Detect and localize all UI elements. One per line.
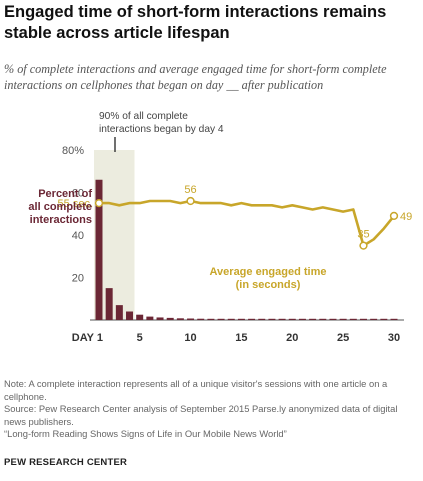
bar-series-label-line-2: all complete (28, 201, 92, 213)
shade-annotation-line-2: interactions began by day 4 (99, 124, 224, 135)
x-tick-label-20: 20 (286, 332, 298, 344)
y-tick-label-80: 80% (62, 145, 84, 157)
bar-day-13 (217, 318, 225, 320)
x-tick-label-15: 15 (235, 332, 247, 344)
x-tick-label-10: 10 (184, 332, 196, 344)
x-tick-label-30: 30 (388, 332, 400, 344)
line-data-label-day-1: 55 sec. (58, 198, 93, 210)
line-series-label-line-1: Average engaged time (210, 266, 327, 278)
engaged-time-line-group: 55 sec. 56 35 49 (58, 184, 412, 250)
bar-day-5 (136, 314, 144, 320)
line-data-label-day-10: 56 (184, 184, 196, 196)
bar-day-24 (329, 318, 337, 320)
y-tick-label-40: 40 (72, 230, 84, 242)
bar-day-1 (95, 179, 103, 320)
bar-day-20 (288, 318, 296, 320)
bar-day-17 (258, 318, 266, 320)
axis-labels-group: DAY 1 5 10 15 20 25 30 80% 60 40 20 (62, 145, 400, 344)
x-tick-label-5: 5 (137, 332, 143, 344)
bar-day-28 (370, 318, 378, 320)
bar-day-7 (156, 317, 164, 320)
bar-day-30 (390, 318, 398, 320)
bar-day-3 (115, 305, 123, 320)
bar-day-19 (278, 318, 286, 320)
brand-logo-text: PEW RESEARCH CENTER (4, 457, 128, 468)
engaged-time-line (99, 199, 396, 247)
shade-annotation-line-1: 90% of all complete (99, 111, 188, 122)
bar-series-label-line-1: Percent of (38, 188, 92, 200)
chart-subtitle: % of complete interactions and average e… (4, 62, 387, 92)
x-tick-label-day1: DAY 1 (72, 332, 103, 344)
line-marker-day-30 (389, 211, 399, 221)
line-series-label-line-2: (in seconds) (236, 279, 301, 291)
bar-day-15 (237, 318, 245, 320)
bar-day-12 (207, 318, 215, 320)
bar-series-label-line-3: interactions (30, 214, 92, 226)
annotations-group: 90% of all complete interactions began by… (28, 111, 326, 291)
bar-day-21 (298, 318, 306, 320)
bars-group (95, 179, 398, 320)
bar-day-8 (166, 317, 174, 320)
bar-day-14 (227, 318, 235, 320)
bar-day-9 (176, 318, 184, 320)
notes-block: Note: A complete interaction represents … (4, 378, 419, 441)
bar-day-6 (146, 316, 154, 320)
report-title-text: “Long-form Reading Shows Signs of Life i… (4, 428, 287, 439)
bar-day-27 (359, 318, 367, 320)
y-tick-label-60: 60 (72, 188, 84, 200)
bar-day-25 (339, 318, 347, 320)
bar-day-29 (380, 318, 388, 320)
bar-day-26 (349, 318, 357, 320)
bar-day-2 (105, 288, 113, 320)
bar-day-22 (309, 318, 317, 320)
note-text: Note: A complete interaction represents … (4, 378, 388, 402)
x-tick-label-25: 25 (337, 332, 349, 344)
bar-day-16 (248, 318, 256, 320)
bar-day-11 (197, 318, 205, 320)
chart-title: Engaged time of short-form interactions … (4, 3, 387, 42)
bar-day-10 (187, 318, 195, 320)
line-marker-day-27 (359, 241, 368, 250)
y-tick-label-20: 20 (72, 273, 84, 285)
line-marker-day-10 (186, 196, 195, 206)
line-data-label-day-27: 35 (357, 229, 369, 241)
bar-day-18 (268, 318, 276, 320)
source-text: Source: Pew Research Center analysis of … (4, 403, 398, 427)
line-data-label-day-30: 49 (400, 211, 412, 223)
line-marker-day-1 (94, 198, 104, 208)
bar-day-23 (319, 318, 327, 320)
bar-day-4 (126, 311, 134, 320)
